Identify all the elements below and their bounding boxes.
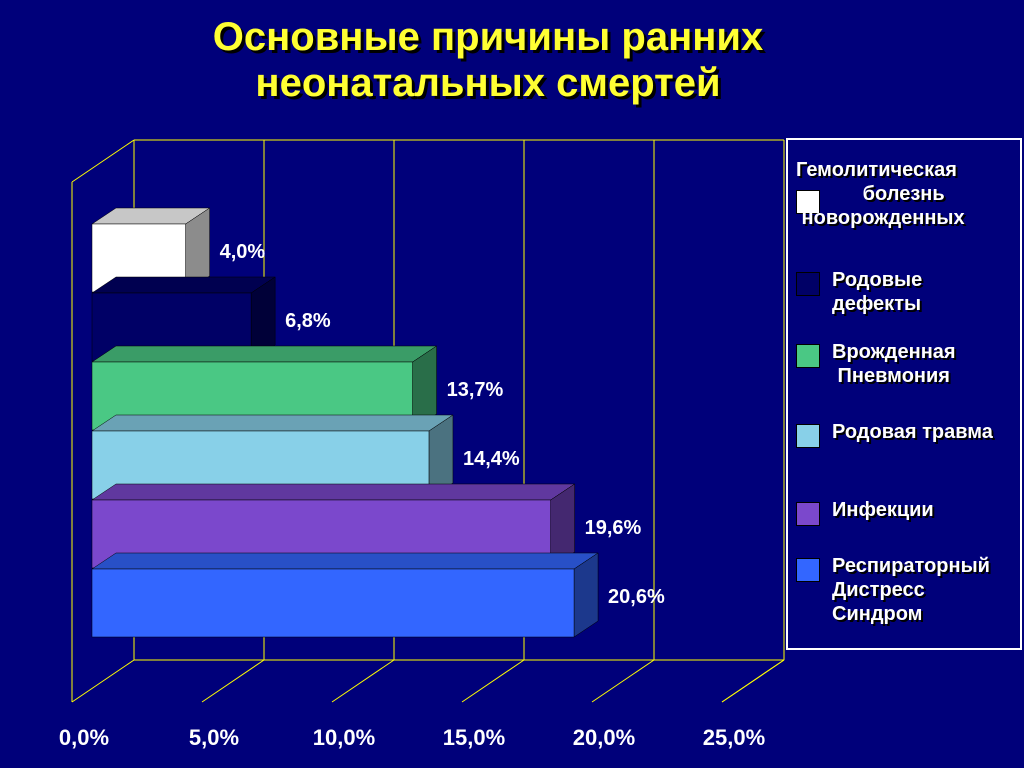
x-tick-label: 5,0% [189, 725, 239, 750]
side-wall-top [71, 139, 135, 183]
x-tick-label: 0,0% [59, 725, 109, 750]
floor-gridline [331, 659, 395, 703]
legend-swatch [796, 344, 820, 368]
floor-gridline [201, 659, 265, 703]
x-tick-label: 20,0% [573, 725, 635, 750]
title-line-2: неонатальных смертей [255, 61, 721, 105]
value-label: 4,0% [220, 241, 266, 263]
chart-title: Основные причины ранних неонатальных сме… [0, 14, 976, 106]
floor-gridline [591, 659, 655, 703]
x-tick-label: 15,0% [443, 725, 505, 750]
value-label: 20,6% [608, 586, 665, 608]
value-label: 14,4% [463, 448, 520, 470]
floor-gridline [461, 659, 525, 703]
legend-label: Родовая травма [832, 421, 993, 443]
legend-swatch [796, 502, 820, 526]
value-label: 6,8% [285, 310, 331, 332]
bar-top-face [91, 552, 599, 570]
legend-label: Родовые дефекты [832, 269, 923, 315]
legend-label: Инфекции [832, 499, 934, 521]
legend-swatch [796, 424, 820, 448]
bar-top-face [91, 276, 276, 294]
bar-top-face [91, 483, 576, 501]
legend-swatch [796, 190, 820, 214]
bar-top-face [91, 414, 454, 432]
bar-top-face [91, 345, 438, 363]
legend-label: Респираторный Дистресс Синдром [832, 555, 990, 625]
value-label: 13,7% [447, 379, 504, 401]
legend: Гемолитическая болезнь новорожденных Родо… [786, 138, 1022, 650]
legend-label: Гемолитическая болезнь новорожденных [796, 159, 965, 229]
bar [91, 568, 575, 638]
legend-swatch [796, 272, 820, 296]
x-tick-label: 25,0% [703, 725, 765, 750]
title-line-1: Основные причины ранних [212, 15, 764, 59]
legend-swatch [796, 558, 820, 582]
x-tick-label: 10,0% [313, 725, 375, 750]
legend-label: Врожденная Пневмония [832, 341, 956, 387]
bar-chart: 0,0% 5,0% 10,0% 15,0% 20,0% 25,0% 4,0% 6,8% 13,7… [59, 139, 785, 750]
floor-gridline [721, 659, 785, 703]
floor-gridline [71, 659, 135, 703]
value-label: 19,6% [585, 517, 642, 539]
